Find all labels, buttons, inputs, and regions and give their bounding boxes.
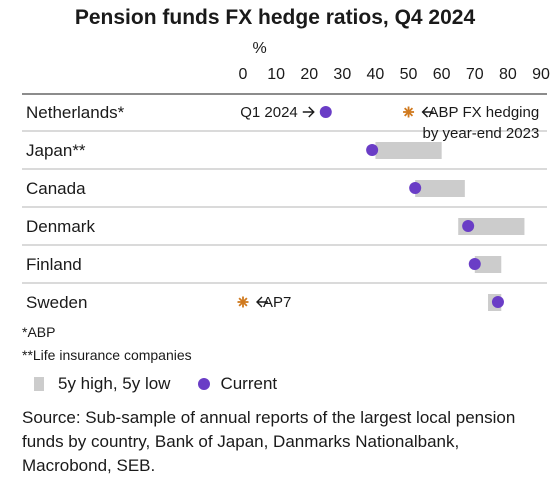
- current-dot: [468, 258, 481, 270]
- current-dot: [409, 182, 422, 194]
- star-marker: [403, 106, 415, 118]
- legend-range-swatch: [34, 377, 44, 391]
- annotation-arrow: [256, 296, 268, 308]
- range-bar: [375, 142, 442, 159]
- current-dot: [366, 144, 379, 156]
- annotation-label: ABP FX hedging: [429, 104, 540, 121]
- row-label: Canada: [26, 179, 86, 198]
- annotation-arrow: [302, 106, 315, 118]
- footnote-abp: *ABP: [22, 324, 56, 340]
- chart-plot: %0 10 20 30 40 50 60 70 80 90 Netherlands* Japan** C…: [22, 40, 550, 312]
- x-tick-label: 0: [239, 66, 248, 83]
- x-tick-label: 90: [532, 66, 550, 83]
- x-tick-label: 50: [400, 66, 418, 83]
- x-tick-label: 70: [466, 66, 484, 83]
- source-note: Source: Sub-sample of annual reports of …: [22, 408, 516, 475]
- x-tick-label: 60: [433, 66, 451, 83]
- range-bar: [474, 256, 502, 273]
- row-label: Sweden: [26, 293, 87, 312]
- legend-current-swatch: [198, 378, 211, 390]
- x-tick-label: 20: [300, 66, 318, 83]
- current-dot: [462, 220, 475, 232]
- annotation-label: AP7: [263, 294, 291, 311]
- chart-title: Pension funds FX hedge ratios, Q4 2024: [74, 6, 476, 29]
- legend-range-label: 5y high, 5y low: [58, 374, 171, 393]
- annotation-label-line2: by year-end 2023: [423, 125, 540, 142]
- x-tick-label: 10: [267, 66, 285, 83]
- x-tick-label: 30: [333, 66, 351, 83]
- row-label: Japan**: [26, 141, 86, 160]
- footnote-life-insurance: **Life insurance companies: [22, 347, 192, 363]
- row-label: Denmark: [26, 217, 95, 236]
- row-label: Finland: [26, 255, 82, 274]
- x-tick-label: 80: [499, 66, 517, 83]
- row-label: Netherlands*: [26, 103, 125, 122]
- legend-current-label: Current: [220, 374, 278, 393]
- range-bar: [458, 218, 525, 235]
- range-bar: [415, 180, 465, 197]
- current-dot: [319, 106, 332, 118]
- current-dot: [491, 296, 504, 308]
- annotation-arrow: [421, 106, 434, 118]
- unit-label: %: [252, 40, 266, 57]
- x-tick-label: 40: [367, 66, 385, 83]
- annotation-label: Q1 2024: [240, 104, 298, 121]
- legend: 5y high, 5y low Current: [22, 374, 277, 394]
- star-marker: [237, 296, 249, 308]
